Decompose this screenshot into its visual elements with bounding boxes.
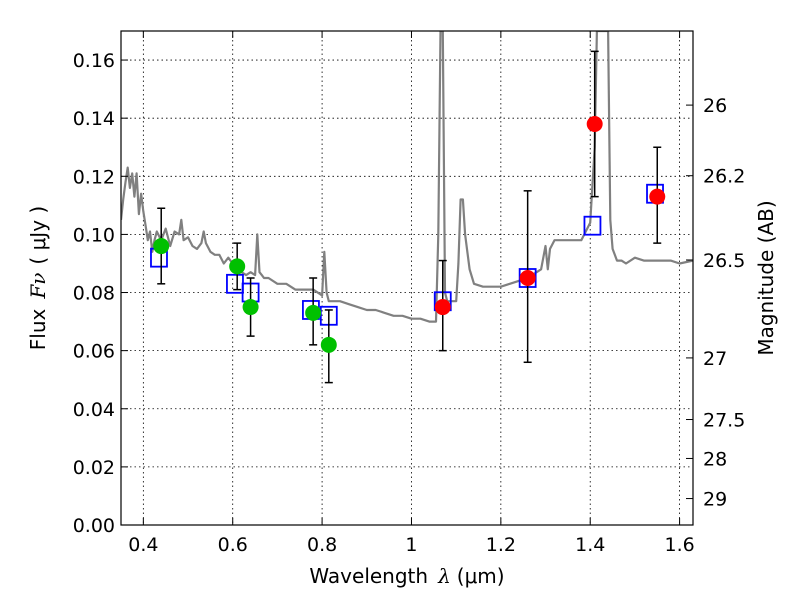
x-tick-label: 0.8 (307, 534, 337, 556)
model-point (583, 215, 602, 236)
y-tick-label: 0.14 (73, 108, 115, 130)
optical-point (153, 238, 170, 255)
y2-axis-label: Magnitude (AB) (754, 200, 778, 355)
model-photometry-series (150, 183, 664, 326)
nir-point (434, 299, 451, 316)
nir-point (586, 115, 603, 132)
y-tick-label: 0.16 (73, 50, 115, 72)
nir-photometry-series (434, 115, 666, 316)
optical-photometry-series (153, 238, 337, 353)
x-tick-label: 1 (405, 534, 417, 556)
optical-point (320, 336, 337, 353)
x-tick-label: 0.4 (128, 534, 158, 556)
nir-point (649, 188, 666, 205)
model-spectrum-line (121, 31, 693, 323)
y2-tick-label: 28 (703, 448, 727, 470)
nir-point (519, 270, 536, 286)
optical-point (242, 299, 259, 316)
axis-ticks (121, 31, 693, 526)
y-tick-label: 0.02 (73, 457, 115, 479)
y-tick-label: 0.00 (73, 515, 115, 537)
optical-point (305, 304, 322, 321)
x-tick-label: 1.6 (664, 534, 694, 556)
x-tick-label: 1.4 (575, 534, 605, 556)
y2-tick-label: 26.2 (703, 166, 745, 188)
y-tick-label: 0.06 (73, 341, 115, 363)
y2-tick-labels: 26 26.2 26.5 27 27.5 28 29 (703, 95, 745, 510)
x-axis-label: Wavelength λ (μm) (309, 564, 504, 588)
y-axis-label: FluxFν( μJy ) (26, 206, 50, 350)
grid (121, 31, 693, 526)
x-tick-labels: 0.4 0.6 0.8 1 1.2 1.4 1.6 (128, 534, 694, 556)
y2-tick-label: 27.5 (703, 410, 745, 432)
y-tick-label: 0.10 (73, 224, 115, 246)
plot-frame (120, 30, 694, 526)
y-tick-label: 0.12 (73, 166, 115, 188)
y2-tick-label: 27 (703, 348, 727, 370)
y-tick-label: 0.04 (73, 399, 115, 421)
optical-point (229, 258, 246, 275)
y-tick-label: 0.08 (73, 283, 115, 305)
y-tick-labels: 0.00 0.02 0.04 0.06 0.08 0.10 0.12 0.14 0.16 (73, 50, 115, 537)
y2-tick-label: 26.5 (703, 250, 745, 272)
y2-tick-label: 29 (703, 489, 727, 511)
x-tick-label: 0.6 (218, 534, 248, 556)
x-tick-label: 1.2 (486, 534, 516, 556)
y2-tick-label: 26 (703, 95, 727, 117)
